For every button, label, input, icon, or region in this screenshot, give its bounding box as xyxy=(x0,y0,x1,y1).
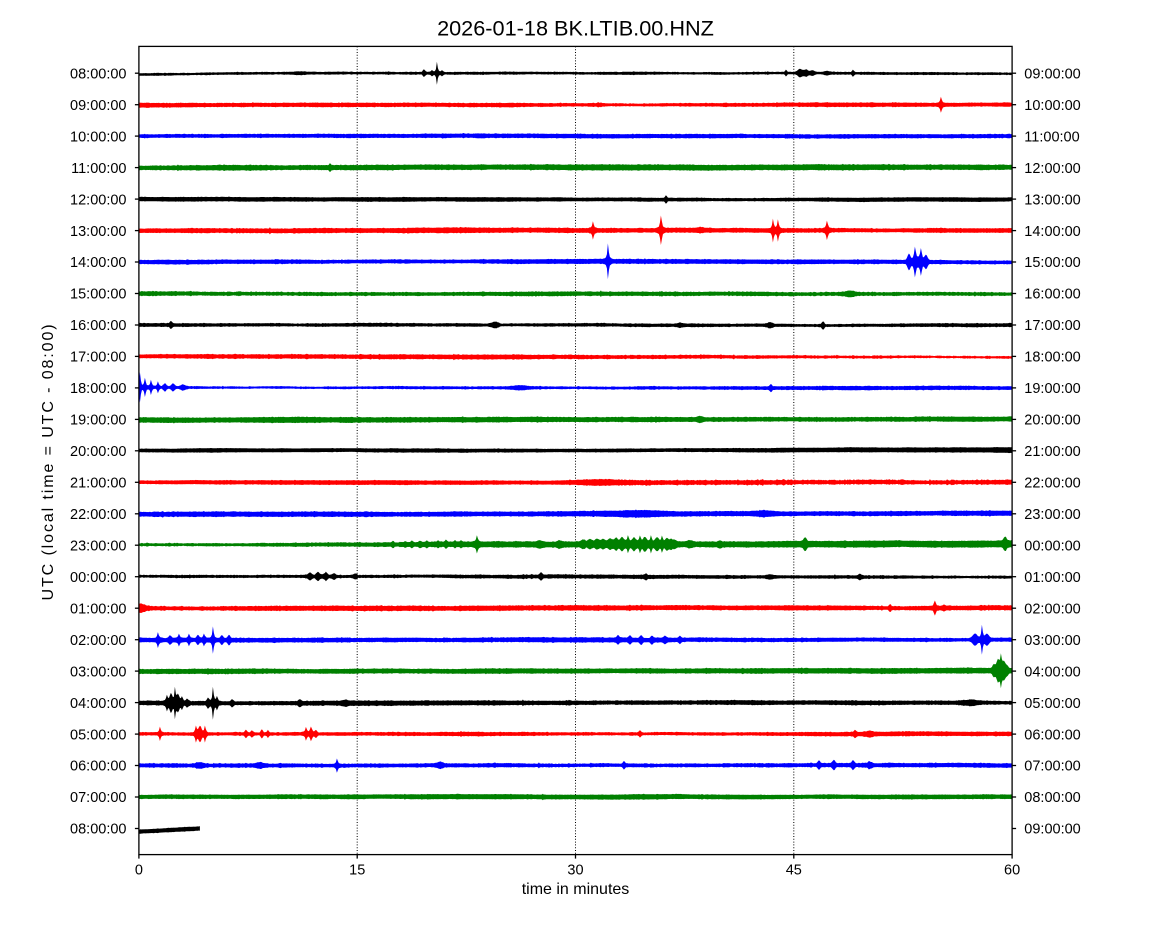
svg-text:05:00:00: 05:00:00 xyxy=(1024,696,1080,712)
svg-text:15:00:00: 15:00:00 xyxy=(1024,255,1080,271)
svg-text:03:00:00: 03:00:00 xyxy=(70,664,126,680)
svg-text:06:00:00: 06:00:00 xyxy=(70,759,126,775)
svg-text:15:00:00: 15:00:00 xyxy=(70,287,126,303)
svg-text:09:00:00: 09:00:00 xyxy=(70,98,126,114)
svg-text:13:00:00: 13:00:00 xyxy=(70,224,126,240)
svg-text:08:00:00: 08:00:00 xyxy=(70,822,126,838)
svg-text:02:00:00: 02:00:00 xyxy=(70,633,126,649)
svg-text:00:00:00: 00:00:00 xyxy=(1024,539,1080,555)
svg-text:16:00:00: 16:00:00 xyxy=(1024,287,1080,303)
svg-text:10:00:00: 10:00:00 xyxy=(70,129,126,145)
svg-text:17:00:00: 17:00:00 xyxy=(1024,318,1080,334)
svg-text:04:00:00: 04:00:00 xyxy=(70,696,126,712)
svg-text:0: 0 xyxy=(135,863,143,879)
svg-text:00:00:00: 00:00:00 xyxy=(70,570,126,586)
svg-text:22:00:00: 22:00:00 xyxy=(1024,476,1080,492)
svg-text:23:00:00: 23:00:00 xyxy=(70,539,126,555)
svg-text:02:00:00: 02:00:00 xyxy=(1024,601,1080,617)
svg-text:30: 30 xyxy=(567,863,583,879)
svg-text:15: 15 xyxy=(349,863,365,879)
svg-text:11:00:00: 11:00:00 xyxy=(71,161,126,177)
svg-text:60: 60 xyxy=(1004,863,1020,879)
svg-text:08:00:00: 08:00:00 xyxy=(70,66,126,82)
svg-text:time in minutes: time in minutes xyxy=(522,881,630,898)
svg-text:12:00:00: 12:00:00 xyxy=(1024,161,1080,177)
svg-text:19:00:00: 19:00:00 xyxy=(70,413,126,429)
svg-text:12:00:00: 12:00:00 xyxy=(70,192,126,208)
svg-text:14:00:00: 14:00:00 xyxy=(1024,224,1080,240)
svg-text:05:00:00: 05:00:00 xyxy=(70,727,126,743)
svg-text:08:00:00: 08:00:00 xyxy=(1024,790,1080,806)
svg-text:18:00:00: 18:00:00 xyxy=(1024,350,1080,366)
svg-text:07:00:00: 07:00:00 xyxy=(70,790,126,806)
svg-text:07:00:00: 07:00:00 xyxy=(1024,759,1080,775)
svg-text:23:00:00: 23:00:00 xyxy=(1024,507,1080,523)
svg-text:18:00:00: 18:00:00 xyxy=(70,381,126,397)
svg-text:45: 45 xyxy=(786,863,802,879)
svg-text:22:00:00: 22:00:00 xyxy=(70,507,126,523)
svg-text:10:00:00: 10:00:00 xyxy=(1024,98,1080,114)
svg-text:20:00:00: 20:00:00 xyxy=(1024,413,1080,429)
svg-text:01:00:00: 01:00:00 xyxy=(1024,570,1080,586)
svg-text:11:00:00: 11:00:00 xyxy=(1024,129,1079,145)
svg-text:09:00:00: 09:00:00 xyxy=(1024,822,1080,838)
svg-text:17:00:00: 17:00:00 xyxy=(70,350,126,366)
svg-text:16:00:00: 16:00:00 xyxy=(70,318,126,334)
svg-text:04:00:00: 04:00:00 xyxy=(1024,664,1080,680)
svg-text:13:00:00: 13:00:00 xyxy=(1024,192,1080,208)
svg-text:01:00:00: 01:00:00 xyxy=(70,601,126,617)
svg-text:20:00:00: 20:00:00 xyxy=(70,444,126,460)
svg-text:UTC (local time = UTC - 08:00): UTC (local time = UTC - 08:00) xyxy=(40,323,57,601)
svg-text:09:00:00: 09:00:00 xyxy=(1024,66,1080,82)
svg-text:2026-01-18 BK.LTIB.00.HNZ: 2026-01-18 BK.LTIB.00.HNZ xyxy=(437,16,714,41)
svg-text:19:00:00: 19:00:00 xyxy=(1024,381,1080,397)
svg-text:03:00:00: 03:00:00 xyxy=(1024,633,1080,649)
svg-text:21:00:00: 21:00:00 xyxy=(1024,444,1080,460)
svg-text:06:00:00: 06:00:00 xyxy=(1024,727,1080,743)
svg-text:14:00:00: 14:00:00 xyxy=(70,255,126,271)
svg-text:21:00:00: 21:00:00 xyxy=(70,476,126,492)
